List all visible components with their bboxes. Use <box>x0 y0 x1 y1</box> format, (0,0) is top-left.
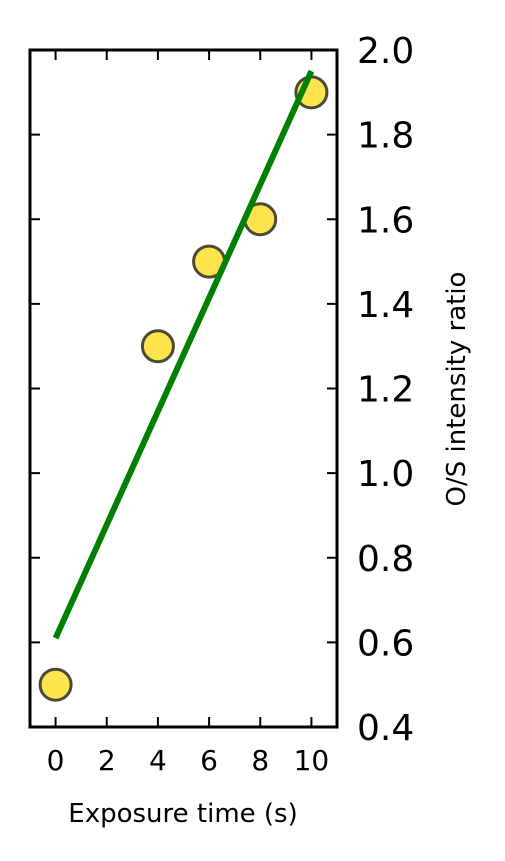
data-point <box>140 329 175 364</box>
y-tick-label: 2.0 <box>357 31 414 72</box>
x-tick-label: 2 <box>98 744 116 777</box>
y-tick-label: 0.6 <box>357 623 414 664</box>
y-tick-label: 0.8 <box>357 539 414 580</box>
x-tick-label: 0 <box>47 744 65 777</box>
y-tick-label: 1.4 <box>357 285 414 326</box>
x-tick-label: 4 <box>149 744 167 777</box>
y-axis-label: O/S intensity ratio <box>442 272 472 507</box>
x-tick-label: 8 <box>251 744 269 777</box>
x-tick-label: 6 <box>200 744 218 777</box>
x-axis: 0 2 4 6 8 10 <box>47 50 330 777</box>
fit-line <box>52 69 315 640</box>
y-tick-label: 1.2 <box>357 370 414 411</box>
x-tick-label: 10 <box>294 744 330 777</box>
y-tick-label: 1.0 <box>357 454 414 495</box>
x-axis-label: Exposure time (s) <box>68 799 297 829</box>
plot-frame <box>28 48 339 729</box>
plot-area <box>38 69 329 702</box>
y-axis: 0.4 0.6 0.8 1.0 1.2 1.4 1.6 1.8 2.0 <box>30 31 414 749</box>
y-tick-label: 1.8 <box>357 116 414 157</box>
y-tick-label: 1.6 <box>357 200 414 241</box>
y-tick-label: 0.4 <box>357 708 414 749</box>
data-point <box>38 667 73 702</box>
